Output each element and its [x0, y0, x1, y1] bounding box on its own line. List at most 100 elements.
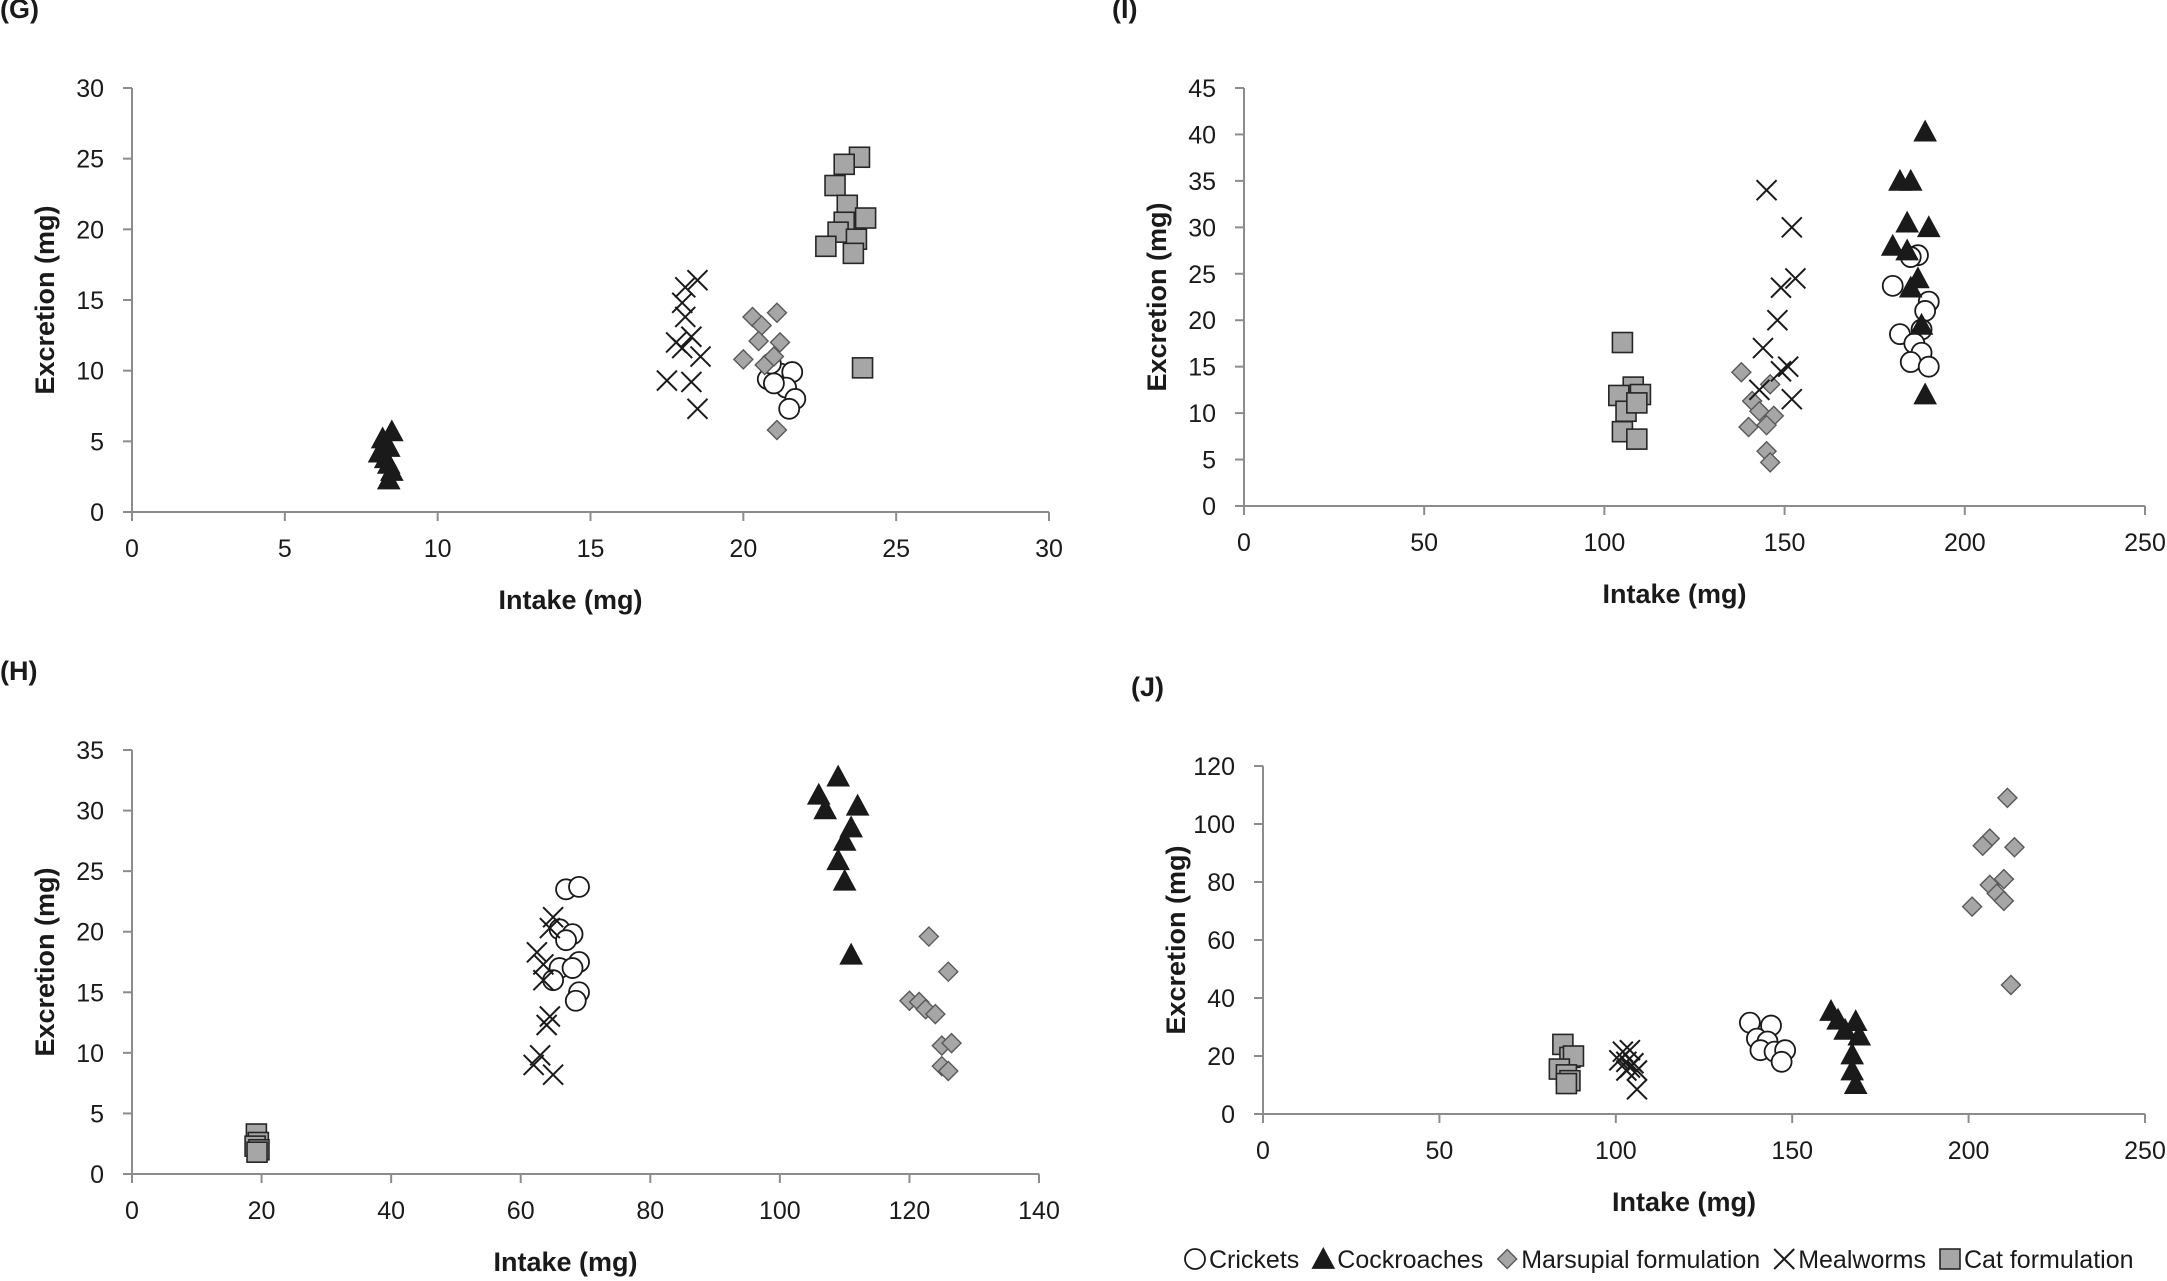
data-point — [941, 1032, 963, 1054]
data-point — [1895, 238, 1919, 261]
data-point — [763, 346, 785, 368]
series-mealworms — [522, 906, 564, 1086]
data-point — [1555, 1072, 1578, 1095]
legend-marker — [1496, 1248, 1518, 1270]
legend-label: Marsupial formulation — [1521, 1246, 1760, 1274]
data-point — [1626, 1059, 1648, 1082]
legend-label: Cat formulation — [1964, 1246, 2134, 1274]
x-axis-title: Intake (mg) — [498, 585, 642, 615]
data-point — [671, 292, 693, 314]
data-point — [1913, 119, 1937, 142]
data-point — [532, 969, 555, 991]
data-point — [1748, 379, 1771, 401]
series-cat-formulation — [244, 1123, 270, 1163]
data-point — [813, 797, 838, 820]
y-tick-label: 100 — [1193, 811, 1235, 839]
series-cat-formulation — [1548, 1033, 1585, 1095]
data-point — [2000, 974, 2022, 996]
data-point — [674, 276, 696, 298]
legend-label: Mealworms — [1798, 1246, 1926, 1274]
y-tick-label: 5 — [90, 428, 104, 456]
x-tick-label: 250 — [2124, 1137, 2166, 1165]
legend-marker — [1311, 1246, 1336, 1269]
y-axis-title: Excretion (mg) — [1142, 202, 1172, 391]
x-tick-label: 0 — [125, 1197, 139, 1225]
y-tick-label: 10 — [76, 1040, 104, 1068]
data-point — [937, 961, 959, 983]
chart-panel-i: (I) 0 5 10 15 20 25 30 35 40 45 0 50 100 150 200 250 Inta… — [1112, 0, 2166, 609]
series-cockroaches — [1819, 998, 1872, 1094]
data-point — [1880, 233, 1905, 256]
y-tick-label: 20 — [1207, 1043, 1235, 1071]
x-tick-label: 100 — [1595, 1137, 1637, 1165]
data-point — [1759, 451, 1781, 473]
panel-label: (J) — [1131, 672, 1164, 702]
data-point — [2003, 836, 2025, 858]
y-tick-label: 45 — [1188, 75, 1216, 103]
series-marsupial-formulation — [898, 926, 963, 1082]
legend-marker — [1939, 1248, 1961, 1270]
data-point — [1756, 414, 1778, 436]
data-point — [1996, 787, 2018, 809]
data-point — [542, 1063, 564, 1086]
data-point — [839, 942, 863, 965]
data-point — [1615, 1059, 1638, 1082]
x-axis-title: Intake (mg) — [1612, 1187, 1756, 1217]
x-tick-label: 20 — [729, 535, 757, 563]
chart-panel-g: (G) 0 5 10 15 20 25 30 0 5 10 15 20 25 30 Intake (mg) Ex… — [0, 0, 1063, 615]
x-tick-label: 120 — [889, 1197, 931, 1225]
data-point — [854, 207, 877, 229]
series-marsupial-formulation — [1730, 361, 1785, 473]
x-tick-label: 100 — [1584, 529, 1626, 557]
data-point — [1972, 835, 1994, 857]
chart-panel-h: (H) 0 5 10 15 20 25 30 35 0 20 40 60 80 100 120 140 Intak… — [0, 656, 1060, 1277]
data-point — [918, 926, 940, 948]
data-point — [671, 337, 693, 359]
x-tick-label: 150 — [1771, 1137, 1813, 1165]
series-marsupial-formulation — [732, 302, 791, 441]
x-tick-label: 20 — [248, 1197, 276, 1225]
data-point — [680, 326, 703, 348]
x-tick-label: 15 — [577, 535, 605, 563]
data-point — [1913, 382, 1937, 405]
x-tick-label: 80 — [636, 1197, 664, 1225]
data-point — [1993, 890, 2015, 912]
y-tick-label: 5 — [90, 1100, 104, 1128]
data-point — [532, 953, 555, 976]
data-point — [1847, 1023, 1872, 1046]
data-point — [778, 397, 801, 420]
y-tick-label: 35 — [76, 737, 104, 765]
data-point — [1784, 267, 1807, 290]
data-point — [826, 764, 851, 787]
y-tick-label: 30 — [1188, 214, 1216, 242]
data-point — [815, 235, 837, 258]
series-marsupial-formulation — [1961, 787, 2025, 996]
y-tick-label: 40 — [1188, 121, 1216, 149]
data-point — [680, 371, 703, 393]
data-point — [1766, 309, 1789, 331]
series-crickets — [756, 352, 807, 420]
y-tick-label: 20 — [1188, 307, 1216, 335]
data-point — [732, 348, 754, 370]
data-point — [806, 782, 831, 805]
data-point — [1626, 428, 1648, 450]
data-point — [1881, 274, 1904, 297]
data-point — [689, 345, 712, 368]
y-tick-label: 25 — [1188, 261, 1216, 289]
data-point — [833, 153, 856, 176]
data-point — [1898, 168, 1923, 191]
data-point — [1914, 300, 1937, 322]
panel-label: (H) — [0, 656, 37, 686]
x-tick-label: 40 — [377, 1197, 405, 1225]
x-tick-label: 100 — [759, 1197, 801, 1225]
data-point — [924, 1003, 946, 1025]
y-tick-label: 10 — [76, 358, 104, 386]
data-point — [535, 1014, 558, 1036]
x-tick-label: 10 — [424, 535, 452, 563]
series-cockroaches — [367, 419, 404, 490]
data-point — [1770, 277, 1792, 299]
y-tick-label: 80 — [1207, 869, 1235, 897]
data-point — [1781, 388, 1803, 410]
data-point — [1611, 331, 1634, 354]
y-tick-label: 15 — [76, 287, 104, 315]
